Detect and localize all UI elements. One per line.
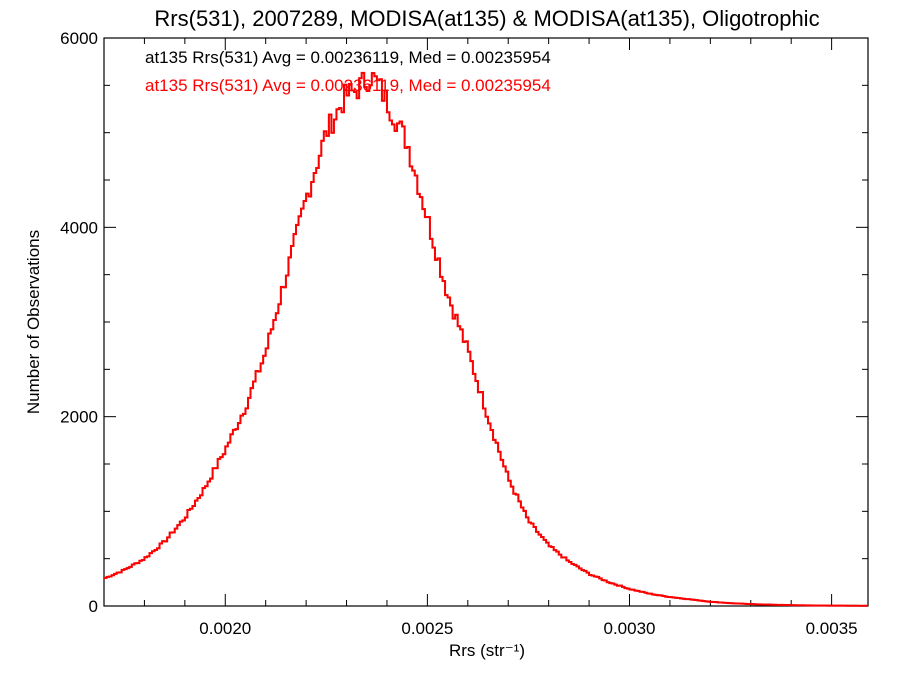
chart-title: Rrs(531), 2007289, MODISA(at135) & MODIS… <box>154 6 819 31</box>
y-axis-label: Number of Observations <box>24 230 43 414</box>
series-line-red <box>104 71 868 607</box>
x-tick-label: 0.0030 <box>604 619 656 638</box>
annotation-black: at135 Rrs(531) Avg = 0.00236119, Med = 0… <box>145 48 551 67</box>
x-tick-label: 0.0020 <box>199 619 251 638</box>
x-axis-label: Rrs (str⁻¹) <box>449 641 525 660</box>
y-tick-label: 0 <box>89 597 98 616</box>
y-tick-label: 6000 <box>60 29 98 48</box>
y-tick-label: 4000 <box>60 218 98 237</box>
series-line-black <box>104 72 868 607</box>
y-tick-label: 2000 <box>60 408 98 427</box>
x-axis-ticks: 0.0020 0.0025 0.0030 0.0035 <box>143 38 858 638</box>
y-axis-ticks: 0 2000 4000 6000 <box>60 29 868 616</box>
series-layer <box>104 71 868 607</box>
plot-frame <box>103 37 869 607</box>
x-tick-label: 0.0035 <box>806 619 858 638</box>
annotation-red: at135 Rrs(531) Avg = 0.00236119, Med = 0… <box>145 76 551 95</box>
x-tick-label: 0.0025 <box>401 619 453 638</box>
